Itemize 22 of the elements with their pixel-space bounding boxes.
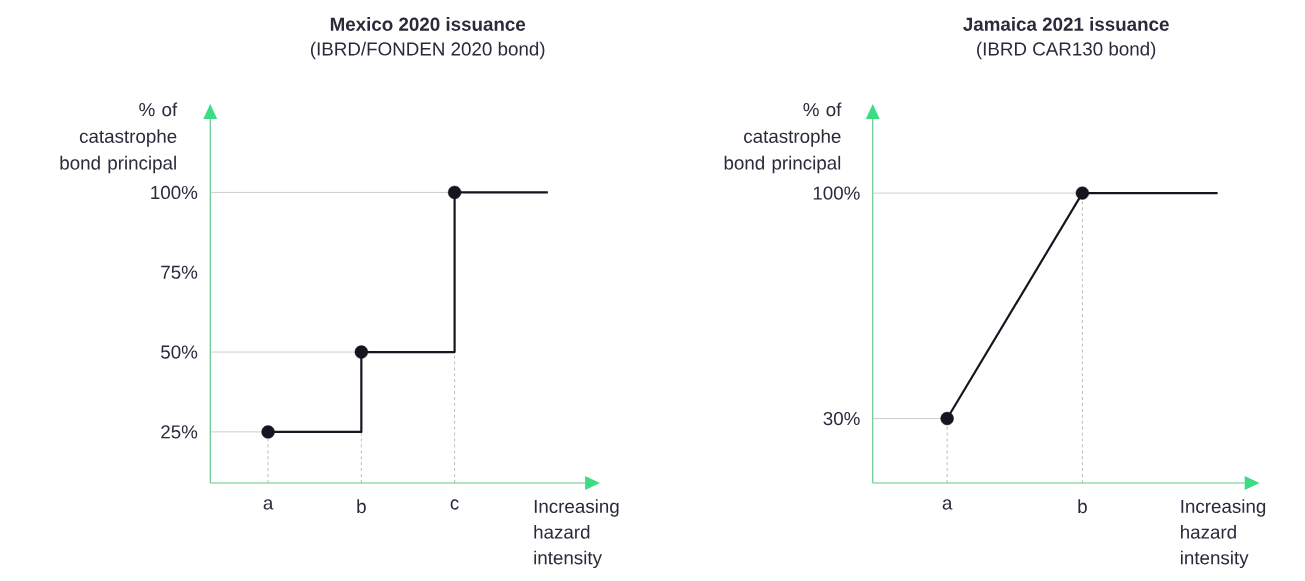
chart-subtitle: (IBRD CAR130 bond) — [977, 41, 1156, 60]
y-axis-title: % of catastrophe bond principal — [60, 102, 178, 174]
y-tick-label: 75% — [161, 265, 198, 279]
y-tick-label: 100% — [151, 185, 198, 199]
point — [447, 185, 462, 199]
y-axis-title: % of catastrophe bond principal — [724, 102, 842, 174]
chart-subtitle: (IBRD/FONDEN 2020 bond) — [310, 41, 545, 60]
x-tick-label: c — [450, 499, 459, 510]
y-tick-label: 50% — [161, 345, 198, 359]
chart-title: Jamaica 2021 issuance — [963, 17, 1169, 31]
y-tick-label: 30% — [823, 411, 860, 426]
x-axis-title: Increasing hazard intensity — [534, 499, 619, 569]
point — [354, 345, 368, 359]
x-tick-label: b — [1078, 499, 1087, 514]
chart-title: Mexico 2020 issuance — [330, 17, 526, 31]
x-tick-label: a — [263, 499, 274, 510]
y-tick-label: 25% — [161, 425, 198, 439]
x-tick-label: b — [357, 499, 366, 514]
x-axis-title: Increasing hazard intensity — [1180, 499, 1266, 569]
x-tick-label: a — [942, 499, 953, 510]
point — [261, 425, 275, 439]
y-tick-label: 100% — [813, 186, 860, 200]
